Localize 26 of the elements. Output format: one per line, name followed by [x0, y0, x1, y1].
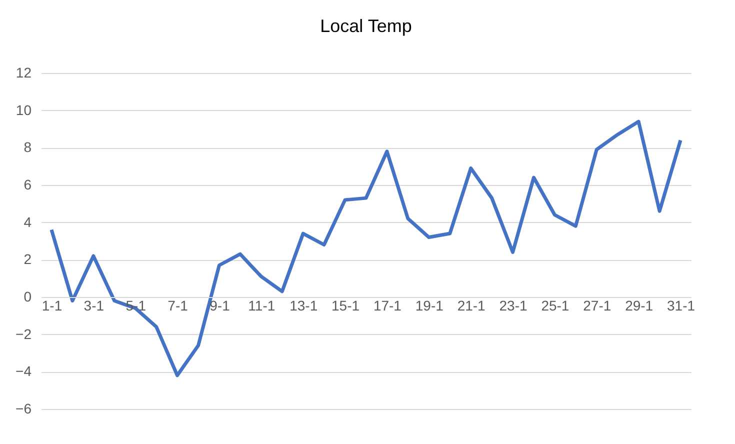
y-tick-label: 6 [24, 176, 32, 192]
y-tick-label: −6 [16, 400, 32, 416]
x-tick-label: 31-1 [667, 298, 696, 314]
x-tick-label: 21-1 [457, 298, 486, 314]
y-tick-label: 8 [24, 139, 32, 156]
x-tick-label: 15-1 [332, 298, 360, 314]
y-tick-label: 12 [16, 64, 32, 80]
x-tick-label: 7-1 [168, 298, 188, 314]
y-tick-label: −4 [16, 363, 32, 380]
y-tick-label: 10 [16, 102, 32, 118]
x-tick-label: 27-1 [583, 298, 612, 314]
y-tick-label: 0 [24, 288, 32, 304]
x-tick-label: 23-1 [499, 298, 528, 314]
y-tick-label: −2 [16, 326, 32, 342]
chart-title: Local Temp [320, 16, 412, 36]
x-tick-label: 13-1 [290, 298, 318, 314]
x-tick-label: 25-1 [541, 298, 570, 314]
x-tick-label: 29-1 [625, 298, 654, 314]
x-tick-label: 17-1 [373, 298, 402, 314]
x-tick-label: 1-1 [42, 298, 62, 314]
x-tick-label: 9-1 [210, 298, 230, 314]
x-tick-label: 3-1 [84, 298, 104, 314]
y-tick-label: 4 [24, 214, 32, 230]
y-tick-label: 2 [24, 251, 32, 268]
x-tick-label: 11-1 [248, 298, 276, 314]
x-tick-label: 19-1 [415, 298, 444, 314]
